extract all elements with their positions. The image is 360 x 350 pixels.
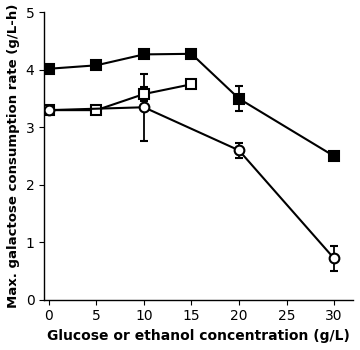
X-axis label: Glucose or ethanol concentration (g/L): Glucose or ethanol concentration (g/L): [47, 329, 350, 343]
Y-axis label: Max. galactose consumption rate (g/L-h): Max. galactose consumption rate (g/L-h): [7, 4, 20, 308]
